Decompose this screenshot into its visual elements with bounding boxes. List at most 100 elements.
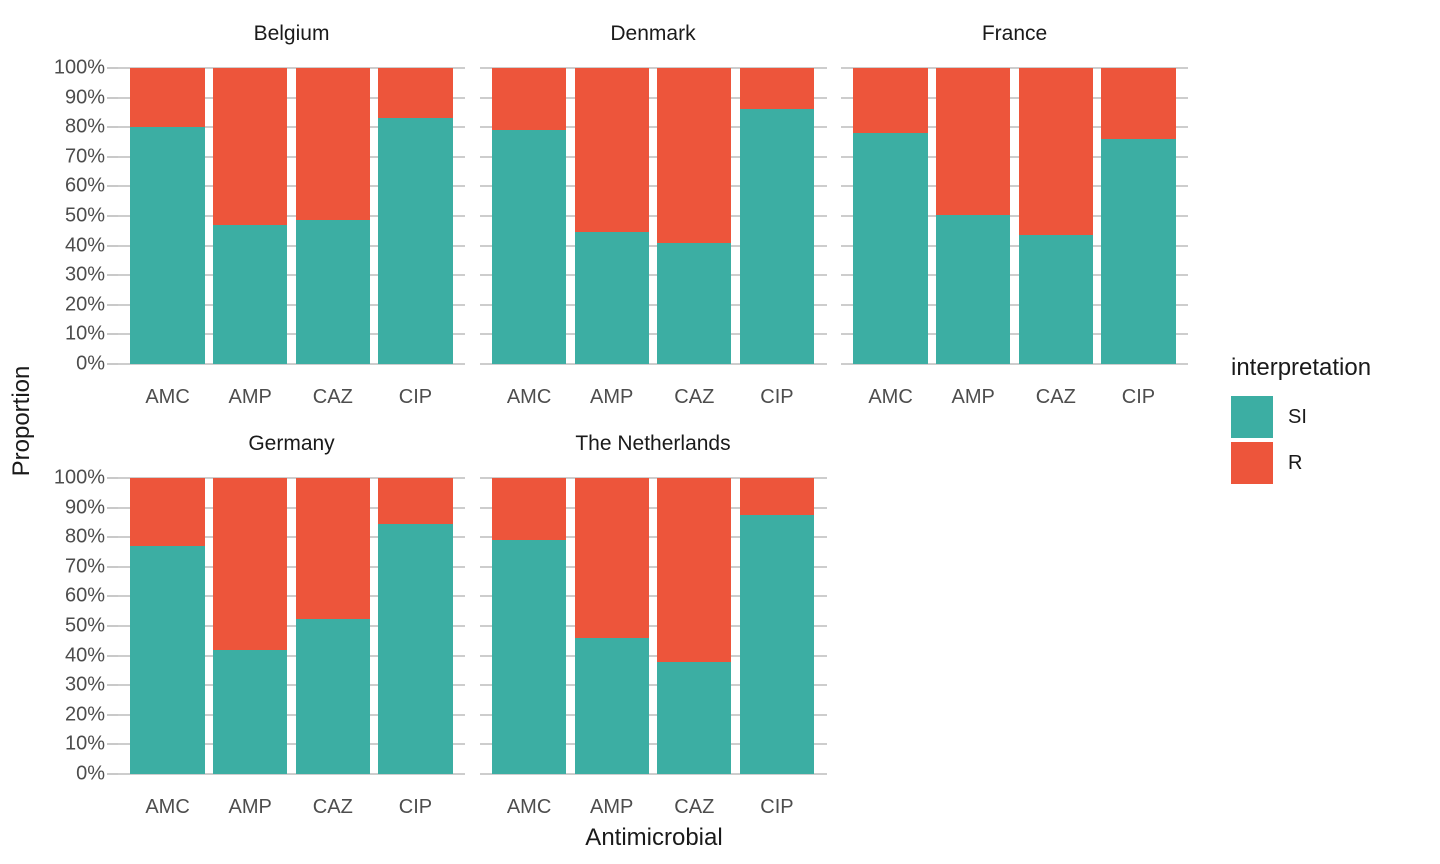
facet-germany: Germany AMC AMP CAZ CIP: [118, 432, 465, 818]
y-tick-mark: [107, 684, 118, 687]
bar-segment-r: [574, 478, 649, 638]
x-tick-label: CAZ: [312, 796, 353, 818]
facet-belgium: Belgium AMC AMP CAZ CIP: [118, 22, 465, 408]
panel: [118, 67, 465, 365]
gridline: [118, 303, 465, 306]
x-tick-label: CAZ: [312, 386, 353, 408]
bar-cip: [378, 478, 453, 774]
bar-segment-si: [574, 637, 649, 774]
x-tick-label: CIP: [398, 796, 433, 818]
x-tick-label: CAZ: [674, 386, 715, 408]
gridline: [479, 625, 827, 627]
bar-segment-r: [213, 478, 288, 650]
bar-segment-si: [213, 224, 288, 364]
x-tick-label: AMC: [868, 386, 913, 408]
gridline: [479, 244, 827, 247]
bar-segment-r: [295, 68, 370, 221]
x-tick-label: AMP: [951, 386, 995, 408]
gridline: [841, 155, 1188, 158]
gridline: [841, 333, 1188, 336]
gridline: [118, 96, 465, 99]
y-tick-mark: [107, 155, 118, 158]
y-tick-mark: [107, 274, 118, 277]
gridline: [479, 506, 827, 509]
gridline: [479, 126, 827, 129]
x-tick-label: AMP: [228, 796, 272, 818]
gridline: [118, 67, 465, 69]
bar-segment-si: [491, 130, 567, 364]
bar-segment-r: [378, 68, 453, 119]
gridline: [118, 155, 465, 158]
y-tick-label: 0%: [76, 762, 105, 785]
bar-segment-si: [295, 220, 370, 364]
bar-segment-si: [1018, 235, 1093, 364]
gridline: [479, 536, 827, 539]
legend-item-r: R: [1231, 442, 1371, 484]
x-tick-label: CIP: [1121, 386, 1156, 408]
panel: [479, 477, 827, 775]
y-tick-label: 10%: [64, 322, 105, 345]
gridline: [841, 126, 1188, 129]
bar-amc: [130, 68, 205, 364]
x-axis-title: Antimicrobial: [585, 824, 723, 851]
facet-title: Belgium: [253, 22, 330, 45]
bar-caz: [295, 68, 370, 364]
gridline: [479, 684, 827, 687]
gridline: [479, 713, 827, 716]
gridline: [841, 67, 1188, 69]
bar-segment-r: [295, 478, 370, 619]
panel: [118, 477, 465, 775]
gridline: [479, 595, 827, 598]
y-tick-mark: [107, 96, 118, 99]
bar-cip: [1101, 68, 1176, 364]
bar-segment-si: [936, 214, 1011, 364]
bar-segment-r: [491, 68, 567, 131]
x-tick-label: AMC: [145, 386, 190, 408]
x-tick-label: CIP: [398, 386, 433, 408]
gridline: [479, 67, 827, 69]
gridline: [841, 303, 1188, 306]
x-tick-label: AMC: [145, 796, 190, 818]
gridline: [479, 333, 827, 336]
bar-segment-r: [853, 68, 928, 134]
bar-cip: [739, 478, 815, 774]
y-tick-mark: [107, 773, 118, 775]
gridline: [479, 215, 827, 217]
y-tick-label: 30%: [64, 263, 105, 286]
y-tick-label: 70%: [64, 555, 105, 578]
gridline: [118, 713, 465, 716]
x-tick-label: AMC: [506, 796, 552, 818]
gridline: [841, 244, 1188, 247]
bar-amp: [213, 478, 288, 774]
gridline: [118, 565, 465, 568]
bar-segment-si: [295, 618, 370, 774]
x-tick-label: AMP: [590, 796, 634, 818]
bar-segment-r: [213, 68, 288, 225]
gridline: [479, 477, 827, 479]
y-tick-label: 70%: [64, 145, 105, 168]
legend-swatch-si: [1231, 396, 1273, 438]
x-tick-label: AMP: [228, 386, 272, 408]
gridline: [118, 743, 465, 746]
x-tick-label: CAZ: [1035, 386, 1076, 408]
y-tick-label: 40%: [64, 644, 105, 667]
bar-amp: [574, 478, 649, 774]
legend: interpretation SI R: [1231, 356, 1371, 488]
facet-title: Denmark: [610, 22, 696, 45]
gridline: [118, 536, 465, 539]
bar-segment-si: [378, 523, 453, 774]
gridline: [479, 185, 827, 188]
bar-segment-si: [491, 540, 567, 774]
bar-caz: [295, 478, 370, 774]
gridline: [118, 595, 465, 598]
bar-amp: [213, 68, 288, 364]
bar-segment-si: [657, 661, 732, 774]
gridline: [841, 185, 1188, 188]
gridline: [841, 96, 1188, 99]
bar-segment-r: [574, 68, 649, 233]
legend-label: SI: [1288, 405, 1307, 428]
y-tick-mark: [107, 654, 118, 657]
y-tick-label: 0%: [76, 352, 105, 375]
gridline: [118, 363, 465, 365]
